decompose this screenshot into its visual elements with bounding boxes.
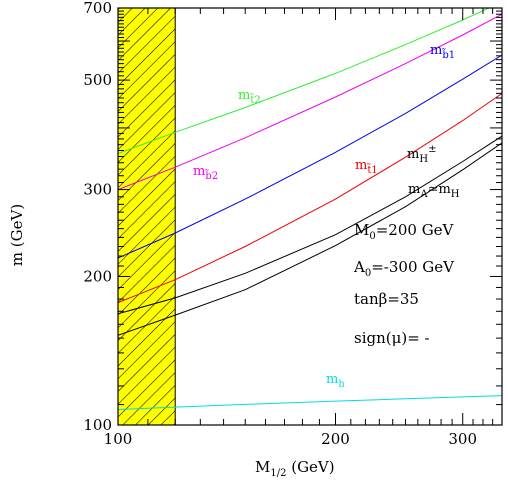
annotation-sign-mu: sign(μ)= - (354, 329, 430, 347)
series-label-stop2: mt̃2 (238, 88, 261, 106)
excluded-region-hatch (118, 8, 176, 425)
series-label-stop1: mt̃1 (355, 158, 378, 176)
ticks-layer: 100 200 300 100 200 300 500 700 (83, 0, 503, 448)
y-axis-title: m (GeV) (8, 204, 26, 266)
annotation-m0: M0=200 GeV (354, 221, 455, 242)
series-line-5 (118, 142, 502, 336)
y-tick-label: 200 (83, 267, 112, 285)
series-line-4 (118, 135, 502, 315)
x-tick-label: 300 (448, 430, 477, 448)
plot-frame (117, 7, 503, 426)
series-label-ma-mh: mA≃mH (408, 182, 460, 200)
x-tick-label: 100 (104, 430, 133, 448)
x-tick-label: 200 (321, 430, 350, 448)
excluded-region (118, 8, 176, 425)
y-tick-label: 700 (83, 0, 112, 17)
series-line-3 (118, 92, 502, 304)
annotation-tanbeta: tanβ=35 (354, 290, 419, 308)
series-label-light-higgs: mh (326, 372, 345, 390)
x-axis-title: M1/2 (GeV) (255, 458, 335, 479)
series-layer (118, 8, 502, 410)
series-line-2 (118, 54, 502, 259)
series-line-6 (118, 395, 502, 410)
y-tick-label: 100 (83, 416, 112, 434)
series-line-1 (118, 13, 502, 191)
series-label-sbottom2: mb̃2 (193, 164, 218, 182)
series-label-charged-higgs: mH± (407, 144, 436, 165)
y-tick-label: 500 (83, 71, 112, 89)
series-label-sbottom1: mb̃1 (430, 43, 455, 61)
y-tick-label: 300 (83, 181, 112, 199)
annotation-a0: A0=-300 GeV (353, 258, 455, 279)
